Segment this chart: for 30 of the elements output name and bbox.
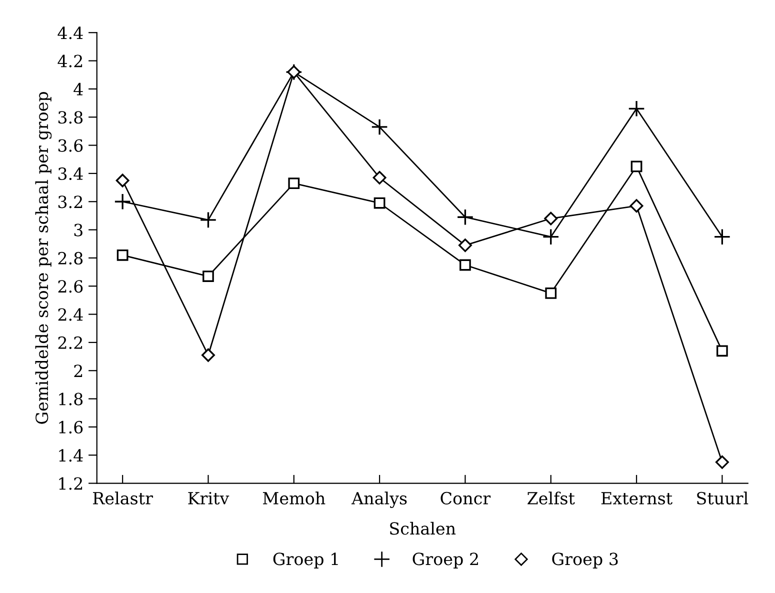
y-tick-label: 4.4 (58, 26, 83, 40)
x-tick-label: Kritv (188, 492, 230, 505)
y-tick-label: 2.8 (58, 252, 83, 265)
x-tick-label: Concr (440, 492, 491, 505)
y-tick-label: 1.4 (59, 449, 83, 462)
y-tick-label: 1.8 (59, 392, 83, 406)
x-tick-label: Relastr (93, 492, 154, 505)
y-axis-title: Gemiddelde score per schaal per groep (35, 92, 52, 424)
y-tick-label: 1.2 (59, 477, 82, 490)
x-tick-label: Memoh (262, 492, 326, 505)
y-tick-label: 2.4 (58, 308, 83, 321)
x-tick-label: Analys (351, 492, 407, 508)
y-tick-label: 4.2 (58, 54, 82, 68)
y-tick-label: 3.8 (58, 111, 83, 124)
y-tick-label: 2.6 (58, 280, 83, 293)
legend-label: Groep 2 (412, 552, 478, 569)
legend-label: Groep 3 (552, 552, 618, 569)
y-tick-label: 2.2 (58, 336, 82, 350)
y-tick-label: 3.6 (58, 139, 83, 152)
legend-label: Groep 1 (273, 552, 338, 569)
y-tick-label: 2 (74, 364, 82, 377)
y-tick-label: 3.2 (58, 196, 82, 208)
x-tick-label: Stuurl (697, 492, 748, 505)
x-axis-title: Schalen (390, 522, 456, 535)
x-tick-label: Zelfst (528, 492, 575, 505)
y-tick-label: 1.6 (59, 420, 83, 434)
y-tick-label: 3.4 (58, 167, 83, 180)
x-tick-label: Externst (601, 492, 672, 505)
y-tick-label: 3 (74, 224, 82, 236)
y-tick-label: 4 (74, 82, 83, 96)
